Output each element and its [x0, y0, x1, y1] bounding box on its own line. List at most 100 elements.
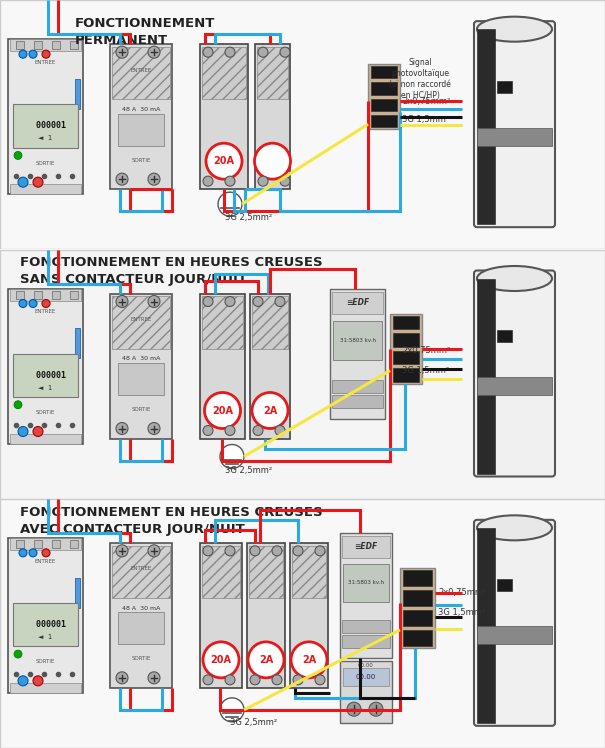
- FancyBboxPatch shape: [474, 271, 555, 476]
- Text: 3G 1,5mm²: 3G 1,5mm²: [402, 114, 449, 123]
- Bar: [292, 546, 326, 598]
- Bar: [8, 538, 83, 693]
- Bar: [342, 620, 390, 633]
- Circle shape: [203, 47, 213, 57]
- Text: 2A: 2A: [263, 405, 277, 415]
- Bar: [477, 128, 552, 146]
- Circle shape: [148, 423, 160, 435]
- FancyBboxPatch shape: [474, 520, 555, 726]
- Circle shape: [29, 549, 37, 557]
- Circle shape: [252, 393, 288, 429]
- Bar: [332, 395, 383, 408]
- Circle shape: [293, 546, 303, 556]
- Circle shape: [33, 676, 43, 686]
- Text: 000001: 000001: [25, 121, 65, 130]
- Circle shape: [291, 642, 327, 678]
- Bar: [34, 41, 42, 49]
- Bar: [8, 39, 83, 194]
- Bar: [368, 64, 400, 129]
- Bar: [75, 577, 80, 607]
- Text: ◄  1: ◄ 1: [38, 634, 53, 640]
- Circle shape: [272, 546, 282, 556]
- Bar: [343, 668, 389, 686]
- Text: ENTREE: ENTREE: [35, 60, 56, 65]
- Bar: [249, 546, 283, 598]
- Bar: [10, 683, 81, 693]
- Bar: [70, 540, 78, 548]
- Circle shape: [203, 296, 213, 307]
- Circle shape: [19, 50, 27, 58]
- Text: 3G 1,5mm²: 3G 1,5mm²: [402, 366, 449, 375]
- Circle shape: [220, 444, 244, 468]
- Circle shape: [253, 296, 263, 307]
- Bar: [340, 660, 392, 723]
- Circle shape: [225, 426, 235, 435]
- Bar: [75, 79, 80, 109]
- Bar: [202, 546, 240, 598]
- Circle shape: [116, 174, 128, 186]
- Circle shape: [14, 151, 22, 159]
- Bar: [13, 354, 78, 397]
- Bar: [343, 564, 389, 601]
- Circle shape: [116, 672, 128, 684]
- Text: SORTIE: SORTIE: [36, 659, 55, 664]
- Bar: [332, 379, 383, 393]
- Bar: [10, 289, 81, 301]
- Bar: [252, 296, 288, 349]
- Circle shape: [315, 675, 325, 685]
- Text: 3G 2,5mm²: 3G 2,5mm²: [225, 466, 272, 475]
- Text: 20A: 20A: [214, 156, 235, 166]
- Circle shape: [255, 143, 290, 180]
- Bar: [333, 321, 382, 360]
- Bar: [118, 613, 164, 644]
- Text: 00.00: 00.00: [358, 663, 374, 668]
- Bar: [10, 434, 81, 444]
- Bar: [403, 610, 432, 626]
- Bar: [200, 293, 245, 438]
- Text: ≡EDF: ≡EDF: [355, 542, 378, 551]
- Circle shape: [14, 650, 22, 658]
- Bar: [52, 540, 60, 548]
- Bar: [255, 44, 290, 189]
- Text: 2x0,75mm²: 2x0,75mm²: [402, 346, 450, 355]
- Bar: [10, 538, 81, 550]
- Circle shape: [315, 546, 325, 556]
- Bar: [290, 543, 328, 688]
- Circle shape: [225, 546, 235, 556]
- Circle shape: [18, 177, 28, 187]
- Text: 2A: 2A: [302, 654, 316, 665]
- Bar: [75, 328, 80, 358]
- Bar: [330, 289, 385, 418]
- Circle shape: [19, 299, 27, 307]
- Bar: [112, 546, 170, 598]
- Text: 000001: 000001: [25, 371, 65, 380]
- Circle shape: [220, 698, 244, 722]
- Circle shape: [203, 426, 213, 435]
- Circle shape: [275, 296, 285, 307]
- Ellipse shape: [477, 515, 552, 540]
- Ellipse shape: [477, 16, 552, 42]
- Circle shape: [250, 546, 260, 556]
- Text: ENTREE: ENTREE: [130, 317, 152, 322]
- Circle shape: [293, 675, 303, 685]
- Bar: [497, 330, 512, 342]
- Text: 3G 2,5mm²: 3G 2,5mm²: [225, 212, 272, 221]
- Circle shape: [203, 546, 213, 556]
- Bar: [371, 66, 397, 79]
- Bar: [16, 540, 24, 548]
- Text: 3G 2,5mm²: 3G 2,5mm²: [230, 718, 277, 727]
- Circle shape: [248, 642, 284, 678]
- Circle shape: [116, 46, 128, 58]
- Bar: [110, 44, 172, 189]
- Circle shape: [347, 702, 361, 716]
- Text: SORTIE: SORTIE: [131, 656, 151, 661]
- Text: 2x0,75mm²: 2x0,75mm²: [402, 96, 450, 105]
- Circle shape: [148, 545, 160, 557]
- Circle shape: [116, 423, 128, 435]
- Bar: [70, 290, 78, 298]
- Bar: [110, 543, 172, 688]
- Text: ENTREE: ENTREE: [130, 566, 152, 571]
- Circle shape: [369, 702, 383, 716]
- Ellipse shape: [477, 266, 552, 291]
- Circle shape: [148, 295, 160, 307]
